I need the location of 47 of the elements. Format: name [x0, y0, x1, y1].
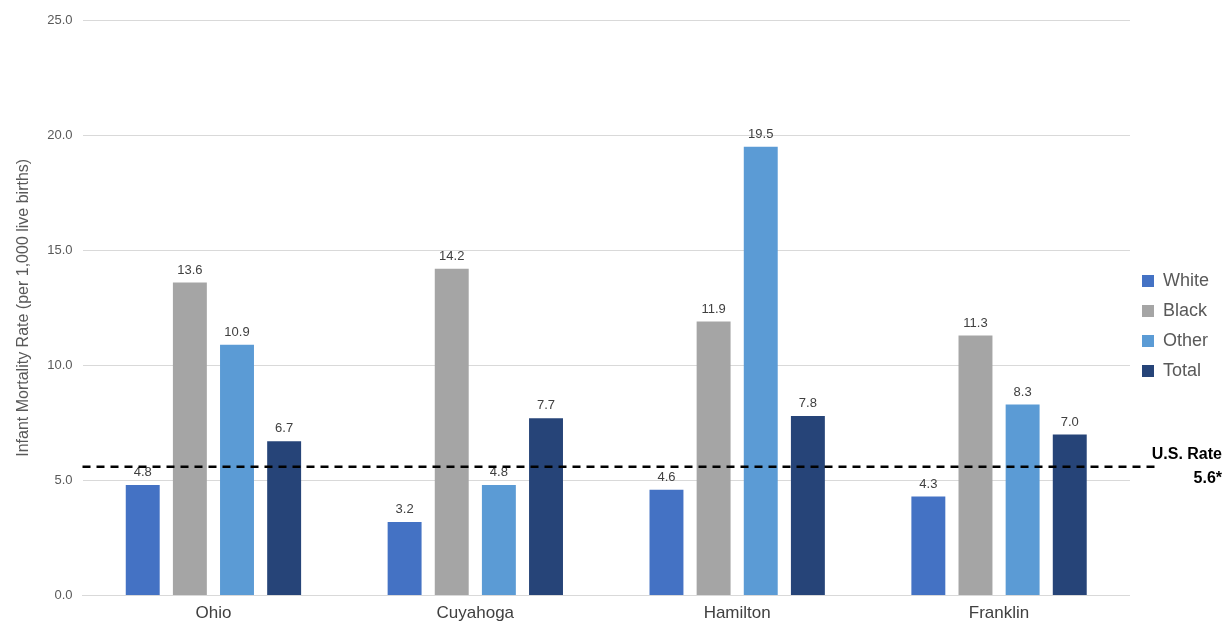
bar: [220, 344, 254, 596]
data-label: 10.9: [224, 323, 250, 339]
legend-label: Total: [1162, 359, 1202, 380]
bar: [125, 485, 160, 596]
y-axis-title: Infant Mortality Rate (per 1,000 live births): [14, 158, 32, 457]
y-tick-label: 15.0: [47, 241, 73, 257]
x-tick-label: Ohio: [195, 603, 232, 623]
data-label: 14.2: [439, 247, 465, 263]
data-label: 13.6: [177, 261, 203, 277]
bar: [911, 496, 946, 596]
legend-label: White: [1162, 269, 1209, 290]
data-label: 4.6: [657, 468, 676, 484]
legend-label: Other: [1162, 329, 1209, 350]
data-label: 11.3: [963, 314, 988, 330]
data-label: 7.0: [1060, 413, 1079, 429]
data-label: 4.3: [919, 475, 938, 491]
data-label: 7.7: [536, 397, 556, 413]
bar: [434, 268, 469, 596]
data-label: 7.8: [798, 395, 817, 411]
data-label: 19.5: [748, 125, 774, 141]
y-tick-label: 5.0: [54, 472, 73, 488]
bar: [649, 489, 684, 596]
legend-label: Black: [1162, 299, 1208, 320]
data-label: 6.7: [275, 420, 294, 436]
bar: [958, 335, 993, 596]
bar: [267, 441, 302, 596]
data-label: 4.8: [133, 464, 152, 480]
data-label: 3.2: [395, 501, 414, 516]
y-tick-label: 20.0: [47, 126, 73, 142]
bar: [481, 485, 516, 596]
data-label: 11.9: [701, 300, 726, 316]
bar: [743, 146, 778, 596]
x-tick-label: Hamilton: [703, 603, 771, 623]
data-label: 8.3: [1013, 383, 1032, 399]
bar: [696, 321, 731, 596]
y-tick-label: 25.0: [47, 11, 73, 27]
x-tick-label: Franklin: [968, 603, 1030, 623]
x-tick-label: Cuyahoga: [436, 603, 515, 623]
bar: [529, 418, 563, 596]
y-tick-label: 0.0: [54, 587, 73, 603]
ref-line-label: U.S. Rate 5.6*: [1151, 444, 1223, 486]
y-tick-label: 10.0: [47, 356, 73, 372]
bar: [790, 416, 825, 596]
bar: [1052, 434, 1087, 596]
bar: [1005, 404, 1040, 596]
bar: [387, 521, 422, 596]
bar: [172, 282, 207, 596]
